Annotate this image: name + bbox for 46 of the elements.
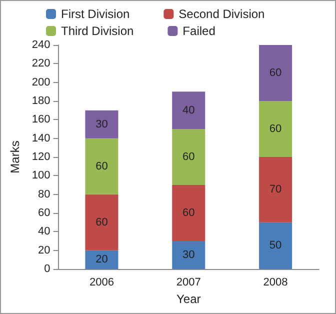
data-label: 60 [269,123,282,135]
x-tick-label: 2006 [89,276,114,288]
data-label: 30 [96,118,108,130]
legend-label: Third Division [61,24,134,38]
bar [85,250,118,269]
bar [172,241,206,269]
y-tick-label: 40 [38,226,50,238]
data-label: 40 [182,104,195,116]
bar [259,45,292,101]
data-label: 20 [96,254,108,266]
data-label: 60 [96,216,108,228]
y-tick-label: 0 [44,263,50,275]
data-label: 60 [182,151,195,163]
y-tick-label: 160 [32,114,50,126]
y-tick-label: 100 [32,170,50,182]
x-tick-label: 2008 [263,276,288,288]
legend-label: First Division [61,7,130,21]
x-tick-label: 2007 [176,276,201,288]
data-label: 30 [182,249,195,261]
y-tick-label: 20 [38,244,50,256]
y-axis-title: Marks [8,140,22,174]
data-label: 50 [269,240,282,252]
x-axis-title: Year [176,292,201,306]
bar [172,92,206,129]
bar [85,194,118,250]
bar [172,185,206,241]
legend-label: Failed [182,24,216,38]
y-tick-label: 60 [38,207,50,219]
data-label: 60 [96,160,108,172]
bar [259,222,292,269]
bar [259,101,292,157]
bar [259,157,292,222]
y-tick-label: 140 [32,132,50,144]
y-tick-label: 200 [32,76,50,88]
y-tick-label: 120 [32,151,50,163]
y-tick-label: 240 [32,39,50,51]
bar [85,110,118,138]
y-tick-label: 80 [38,188,50,200]
y-tick-label: 180 [32,95,50,107]
y-tick-label: 220 [32,58,50,70]
data-label: 60 [182,207,195,219]
data-label: 70 [269,184,282,196]
bar [172,129,206,185]
bar [85,138,118,194]
data-label: 60 [269,67,282,79]
legend-label: Second Division [178,7,265,21]
